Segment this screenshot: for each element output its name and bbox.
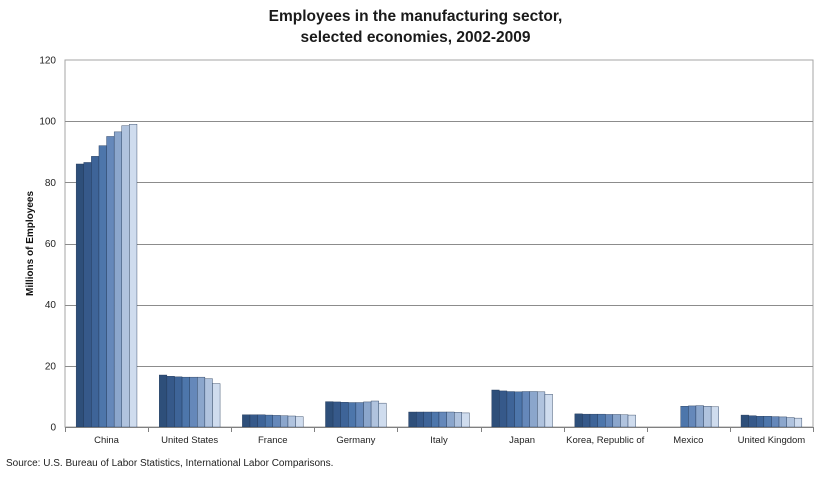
x-tick-label: Korea, Republic of [566, 435, 645, 446]
bar [491, 389, 500, 428]
chart-title-line-1: Employees in the manufacturing sector, [268, 8, 563, 25]
x-tick-label: Germany [336, 435, 375, 446]
bar [612, 414, 621, 428]
bar [589, 413, 598, 428]
bar [204, 378, 213, 428]
bar [680, 406, 689, 428]
x-axis-tick-labels: China United States France Germany Italy Japa… [65, 427, 814, 446]
x-tick-label: Mexico [673, 435, 703, 446]
x-tick-label: France [258, 435, 288, 446]
bar [348, 402, 357, 428]
y-axis-tick-labels: 0 20 40 60 80 100 120 [39, 56, 56, 434]
bar [521, 391, 530, 428]
bar [197, 376, 206, 428]
bar [740, 414, 749, 428]
y-tick-label: 120 [39, 56, 56, 67]
bar [605, 414, 614, 428]
bar [189, 376, 198, 428]
bar [264, 414, 273, 428]
x-tick-label: China [94, 435, 120, 446]
y-tick-label: 80 [45, 178, 57, 189]
bar [249, 414, 258, 428]
x-tick-label: United Kingdom [738, 435, 806, 446]
bar [763, 416, 772, 428]
chart-title: Employees in the manufacturing sector, s… [0, 6, 831, 48]
bar [695, 405, 704, 428]
bar [544, 394, 553, 428]
bar [771, 416, 780, 428]
bars [75, 124, 803, 428]
x-tick-label: Italy [430, 435, 448, 446]
bar [121, 125, 130, 428]
bar [181, 376, 190, 428]
bar [454, 412, 463, 428]
bar [212, 383, 221, 428]
bar [786, 417, 795, 428]
bar [280, 415, 289, 428]
bar [325, 401, 334, 428]
bar [778, 416, 787, 428]
bar [627, 414, 636, 428]
bar [748, 415, 757, 428]
bar [582, 413, 591, 428]
bar [408, 411, 417, 428]
y-tick-label: 0 [50, 423, 56, 434]
bar [295, 416, 304, 428]
bar [91, 156, 100, 428]
y-tick-label: 20 [45, 361, 57, 372]
bar [529, 391, 538, 428]
bar [423, 411, 432, 428]
chart-title-line-2: selected economies, 2002-2009 [300, 29, 531, 46]
bar [363, 401, 372, 428]
bar [75, 163, 84, 428]
y-tick-label: 100 [39, 117, 56, 128]
source-note: Source: U.S. Bureau of Labor Statistics,… [6, 458, 334, 469]
bar [98, 145, 107, 428]
gridlines [65, 121, 813, 367]
bar [461, 412, 470, 428]
bar [703, 406, 712, 428]
bar [378, 402, 387, 428]
bar [506, 391, 515, 428]
bar [83, 162, 92, 428]
bar [272, 415, 281, 428]
x-tick-label: Japan [509, 435, 535, 446]
bar [113, 131, 122, 428]
bar [620, 414, 629, 428]
y-axis-label: Millions of Employees [25, 191, 36, 296]
bar [287, 415, 296, 428]
y-tick-label: 60 [45, 239, 57, 250]
x-tick-label: United States [161, 435, 218, 446]
bar [446, 411, 455, 428]
bar [688, 405, 697, 428]
bar [756, 416, 765, 428]
bar [106, 136, 115, 428]
bar [438, 411, 447, 428]
bar [416, 411, 425, 428]
bar [355, 402, 364, 428]
bar [431, 411, 440, 428]
bar [597, 413, 606, 428]
bar [129, 124, 138, 428]
bar [499, 390, 508, 428]
bar [537, 391, 546, 428]
bar [159, 374, 168, 428]
y-tick-label: 40 [45, 300, 57, 311]
bar [166, 376, 175, 428]
bar [794, 417, 803, 428]
bar [332, 401, 341, 428]
plot-area [64, 59, 814, 428]
bar [340, 402, 349, 428]
bar [514, 391, 523, 428]
bar [710, 406, 719, 428]
bar [574, 413, 583, 428]
bar [257, 414, 266, 428]
bar [370, 400, 379, 428]
bar [174, 376, 183, 428]
bar [242, 414, 251, 428]
